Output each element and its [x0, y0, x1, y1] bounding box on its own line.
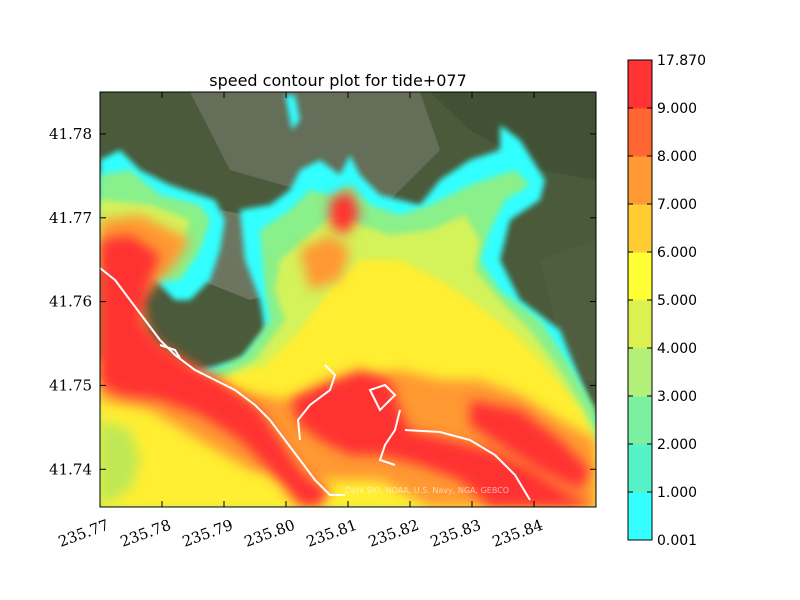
contour-fill [100, 95, 596, 507]
x-tick-label: 235.81 [304, 516, 359, 551]
colorbar-segment [628, 492, 652, 541]
plot-area: Data SIO, NOAA, U.S. Navy, NGA, GEBCO [100, 92, 596, 507]
x-tick-label: 235.77 [56, 516, 111, 551]
x-tick-label: 235.79 [180, 516, 235, 551]
x-tick-label: 235.84 [490, 516, 545, 551]
colorbar-segment [628, 156, 652, 205]
shoreline [100, 267, 531, 501]
y-tick-label: 41.77 [49, 209, 92, 227]
contour-red [100, 190, 596, 507]
contour-lightgreen-sea [100, 420, 140, 507]
colorbar-label: 8.000 [657, 149, 697, 165]
colorbar-label: 5.000 [657, 293, 697, 309]
colorbar-segment [628, 396, 652, 445]
x-tick-label: 235.82 [366, 516, 421, 551]
y-axis: 41.78 41.77 41.76 41.75 41.74 [49, 125, 596, 478]
colorbar-label: 9.000 [657, 101, 697, 117]
colorbar-label: 17.870 [657, 53, 706, 69]
colorbar-label: 0.001 [657, 533, 697, 549]
x-tick-label: 235.83 [428, 516, 483, 551]
y-tick-label: 41.75 [49, 376, 92, 394]
y-tick-label: 41.78 [49, 125, 92, 143]
colorbar-label: 1.000 [657, 485, 697, 501]
colorbar-segment [628, 252, 652, 301]
x-tick-label: 235.80 [242, 516, 297, 551]
map-attribution: Data SIO, NOAA, U.S. Navy, NGA, GEBCO [345, 486, 509, 495]
colorbar-segment [628, 204, 652, 253]
colorbar-segment [628, 348, 652, 397]
x-tick-label: 235.78 [118, 516, 173, 551]
colorbar-segment [628, 60, 652, 109]
colorbar-label: 2.000 [657, 437, 697, 453]
colorbar-label: 3.000 [657, 389, 697, 405]
colorbar-label: 4.000 [657, 341, 697, 357]
colorbar-label: 6.000 [657, 245, 697, 261]
y-tick-label: 41.74 [49, 460, 92, 478]
contour-orange [100, 215, 596, 507]
colorbar-segment [628, 300, 652, 349]
colorbar-segment [628, 444, 652, 493]
y-tick-label: 41.76 [49, 293, 92, 311]
chart-title: speed contour plot for tide+077 [209, 71, 467, 90]
colorbar-segment [628, 108, 652, 157]
colorbar: 0.001 1.000 2.000 3.000 4.000 5.000 6.000 7.000… [627, 53, 706, 549]
colorbar-label: 7.000 [657, 197, 697, 213]
